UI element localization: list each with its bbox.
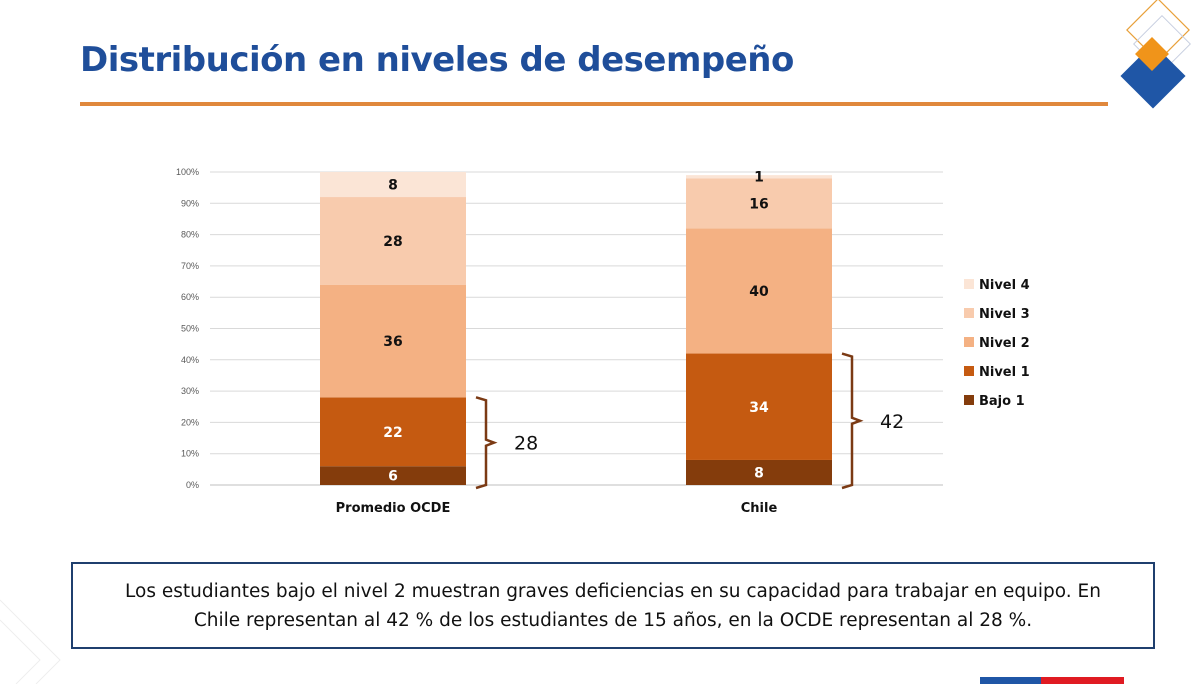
annotation-label: 28 (514, 433, 538, 455)
y-tick-label: 60% (181, 292, 199, 302)
logo (1120, 0, 1191, 109)
bar-segment-nivel-3 (686, 178, 832, 229)
legend-swatch (964, 308, 974, 318)
y-tick-label: 70% (181, 261, 199, 271)
flag-stripe-blue (980, 677, 1041, 684)
bar-segment-nivel-2 (320, 284, 466, 398)
legend-swatch (964, 395, 974, 405)
y-tick-label: 0% (186, 480, 199, 490)
flag-stripe-red (1041, 677, 1124, 684)
bar-segment-nivel-4 (320, 172, 466, 198)
page-title: Distribución en niveles de desempeño (80, 40, 794, 80)
bar-segment-nivel-3 (320, 197, 466, 285)
annotation-label: 42 (880, 411, 904, 433)
x-tick-label: Chile (741, 501, 778, 516)
y-tick-label: 100% (176, 167, 199, 177)
data-label: 34 (749, 400, 769, 416)
bar-segment-nivel-1 (320, 397, 466, 467)
data-label: 1 (754, 170, 764, 186)
corner-decoration (0, 599, 61, 684)
bar-segment-nivel-4 (686, 175, 832, 179)
data-label: 6 (388, 469, 398, 485)
bar-segment-nivel-2 (686, 228, 832, 354)
y-tick-label: 80% (181, 230, 199, 240)
legend-label: Nivel 1 (979, 365, 1030, 380)
legend-swatch (964, 337, 974, 347)
y-tick-label: 50% (181, 324, 199, 334)
data-label: 40 (749, 284, 769, 300)
summary-note: Los estudiantes bajo el nivel 2 muestran… (71, 562, 1155, 649)
data-label: 8 (754, 465, 764, 481)
legend-swatch (964, 366, 974, 376)
legend-swatch (964, 279, 974, 289)
bar-segment-nivel-1 (686, 353, 832, 460)
bracket-annotation (475, 396, 498, 490)
data-label: 36 (383, 334, 402, 350)
x-tick-label: Promedio OCDE (336, 501, 451, 516)
legend-label: Nivel 4 (979, 278, 1030, 293)
legend-label: Bajo 1 (979, 394, 1025, 409)
y-tick-label: 20% (181, 417, 199, 427)
bar-segment-bajo-1 (686, 459, 832, 485)
data-label: 28 (383, 234, 402, 250)
data-label: 8 (388, 178, 398, 194)
bracket-annotation (841, 352, 864, 490)
y-tick-label: 30% (181, 386, 199, 396)
legend-label: Nivel 3 (979, 307, 1030, 322)
data-label: 16 (749, 196, 768, 212)
legend-label: Nivel 2 (979, 336, 1030, 351)
y-tick-label: 40% (181, 355, 199, 365)
data-label: 22 (383, 425, 402, 441)
y-tick-label: 10% (181, 449, 199, 459)
title-divider (80, 102, 1108, 106)
bar-segment-bajo-1 (320, 466, 466, 485)
y-tick-label: 90% (181, 198, 199, 208)
